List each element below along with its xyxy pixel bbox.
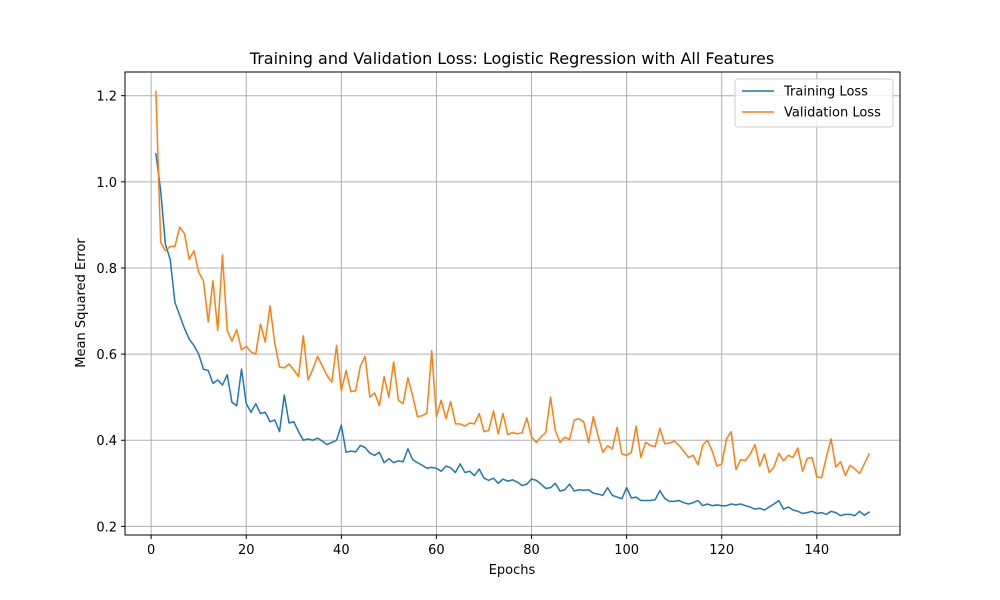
legend-label: Training Loss: [783, 85, 868, 100]
x-tick-label: 20: [238, 543, 255, 558]
y-tick-label: 1.0: [96, 176, 117, 191]
y-tick-label: 0.2: [96, 520, 117, 535]
y-tick-label: 0.6: [96, 348, 117, 363]
series-line-validation-loss: [155, 90, 871, 479]
y-axis-ticks: 0.2 0.4 0.6 0.8 1.0 1.2: [96, 90, 125, 535]
chart-title: Training and Validation Loss: Logistic R…: [249, 49, 774, 68]
series-lines: [155, 90, 871, 517]
legend-label: Validation Loss: [784, 106, 881, 121]
y-tick-label: 0.8: [96, 262, 117, 277]
x-axis-ticks: 0 20 40 60 80 100 120 140: [147, 535, 829, 558]
x-tick-label: 120: [709, 543, 734, 558]
legend: Training Loss Validation Loss: [734, 78, 894, 128]
legend-box: [734, 78, 894, 128]
x-tick-label: 40: [333, 543, 350, 558]
x-tick-label: 140: [804, 543, 829, 558]
y-axis-label: Mean Squared Error: [74, 238, 89, 368]
x-tick-label: 80: [523, 543, 540, 558]
x-tick-label: 0: [147, 543, 155, 558]
x-axis-label: Epochs: [489, 563, 536, 578]
grid: [125, 72, 900, 535]
series-line-training-loss: [155, 152, 871, 517]
y-tick-label: 1.2: [96, 90, 117, 105]
plot-area-frame: [124, 71, 901, 536]
y-tick-label: 0.4: [96, 434, 117, 449]
x-tick-label: 60: [428, 543, 445, 558]
x-tick-label: 100: [614, 543, 639, 558]
